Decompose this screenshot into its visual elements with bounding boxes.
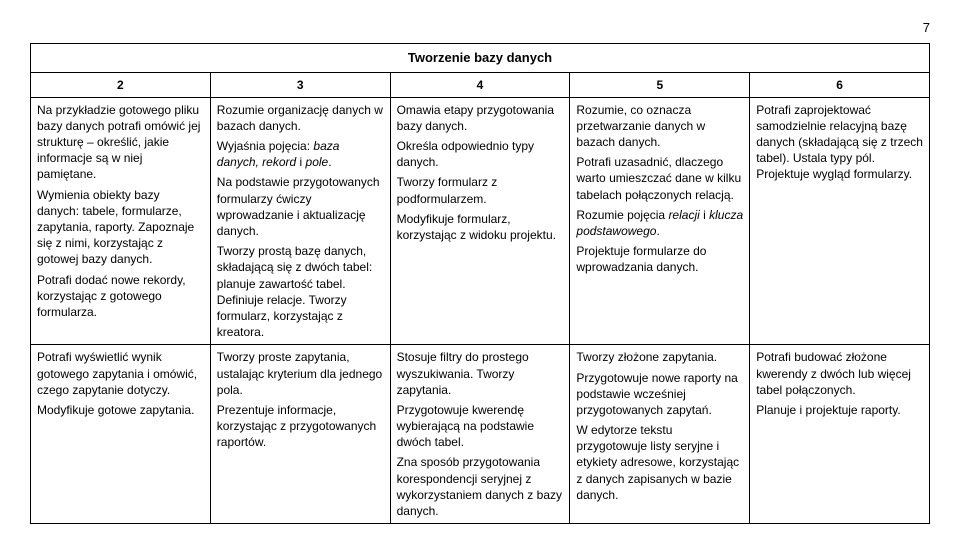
cell-paragraph: Prezentuje informacje, korzystając z prz… — [217, 402, 384, 451]
cell-paragraph: W edytorze tekstu przygotowuje listy ser… — [576, 422, 743, 503]
cell-paragraph: Na podstawie przygotowanych formularzy ć… — [217, 174, 384, 239]
table-row: Potrafi wyświetlić wynik gotowego zapyta… — [31, 345, 930, 524]
col-header: 6 — [750, 72, 930, 97]
col-header: 3 — [210, 72, 390, 97]
cell-paragraph: Zna sposób przygotowania korespondencji … — [397, 454, 564, 519]
cell-paragraph: Tworzy prostą bazę danych, składającą si… — [217, 243, 384, 340]
cell-paragraph: Na przykładzie gotowego pliku bazy danyc… — [37, 102, 204, 183]
cell-paragraph: Potrafi budować złożone kwerendy z dwóch… — [756, 349, 923, 398]
table-cell: Potrafi budować złożone kwerendy z dwóch… — [750, 345, 930, 524]
cell-paragraph: Omawia etapy przygotowania bazy danych. — [397, 102, 564, 134]
cell-paragraph: Potrafi zaprojektować samodzielnie relac… — [756, 102, 923, 183]
cell-paragraph: Potrafi wyświetlić wynik gotowego zapyta… — [37, 349, 204, 398]
table-cell: Na przykładzie gotowego pliku bazy danyc… — [31, 97, 211, 345]
cell-paragraph: Tworzy złożone zapytania. — [576, 349, 743, 365]
cell-paragraph: Rozumie, co oznacza przetwarzanie danych… — [576, 102, 743, 151]
col-header: 2 — [31, 72, 211, 97]
cell-paragraph: Potrafi dodać nowe rekordy, korzystając … — [37, 272, 204, 321]
page-number: 7 — [30, 20, 930, 35]
cell-paragraph: Planuje i projektuje raporty. — [756, 402, 923, 418]
col-header: 4 — [390, 72, 570, 97]
cell-paragraph: Potrafi uzasadnić, dlaczego warto umiesz… — [576, 154, 743, 203]
cell-paragraph: Tworzy proste zapytania, ustalając kryte… — [217, 349, 384, 398]
table-cell: Omawia etapy przygotowania bazy danych. O… — [390, 97, 570, 345]
table-title: Tworzenie bazy danych — [31, 44, 930, 73]
table-cell: Stosuje filtry do prostego wyszukiwania.… — [390, 345, 570, 524]
table-cell: Potrafi wyświetlić wynik gotowego zapyta… — [31, 345, 211, 524]
table-body: Na przykładzie gotowego pliku bazy danyc… — [31, 97, 930, 524]
table-row: Na przykładzie gotowego pliku bazy danyc… — [31, 97, 930, 345]
cell-paragraph: Wyjaśnia pojęcia: baza danych, rekord i … — [217, 138, 384, 170]
cell-paragraph: Tworzy formularz z podformularzem. — [397, 174, 564, 206]
table-cell: Tworzy złożone zapytania. Przygotowuje no… — [570, 345, 750, 524]
cell-paragraph: Rozumie organizację danych w bazach dany… — [217, 102, 384, 134]
table-cell: Potrafi zaprojektować samodzielnie relac… — [750, 97, 930, 345]
cell-paragraph: Rozumie pojęcia relacji i klucza podstaw… — [576, 207, 743, 239]
column-header-row: 2 3 4 5 6 — [31, 72, 930, 97]
cell-paragraph: Stosuje filtry do prostego wyszukiwania.… — [397, 349, 564, 398]
cell-paragraph: Modyfikuje formularz, korzystając z wido… — [397, 211, 564, 243]
cell-paragraph: Przygotowuje kwerendę wybierającą na pod… — [397, 402, 564, 451]
cell-paragraph: Określa odpowiednio typy danych. — [397, 138, 564, 170]
cell-paragraph: Przygotowuje nowe raporty na podstawie w… — [576, 370, 743, 419]
col-header: 5 — [570, 72, 750, 97]
table-cell: Rozumie organizację danych w bazach dany… — [210, 97, 390, 345]
cell-paragraph: Projektuje formularze do wprowadzania da… — [576, 243, 743, 275]
table-cell: Tworzy proste zapytania, ustalając kryte… — [210, 345, 390, 524]
cell-paragraph: Wymienia obiekty bazy danych: tabele, fo… — [37, 187, 204, 268]
criteria-table: Tworzenie bazy danych 2 3 4 5 6 Na przyk… — [30, 43, 930, 524]
table-cell: Rozumie, co oznacza przetwarzanie danych… — [570, 97, 750, 345]
cell-paragraph: Modyfikuje gotowe zapytania. — [37, 402, 204, 418]
